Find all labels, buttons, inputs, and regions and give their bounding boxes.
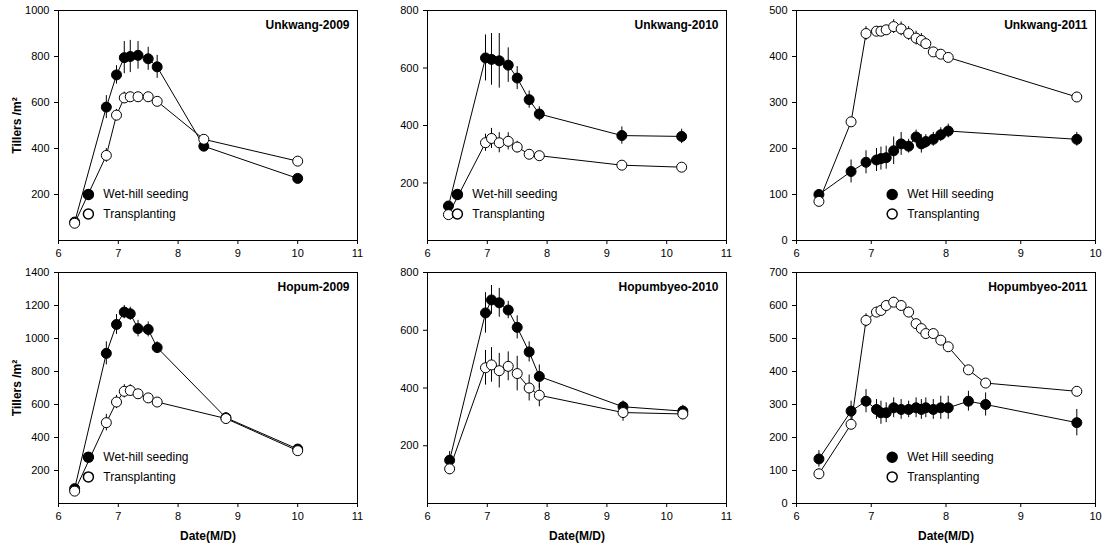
- svg-text:200: 200: [769, 431, 787, 443]
- svg-text:400: 400: [31, 431, 49, 443]
- svg-text:Wet-hill seeding: Wet-hill seeding: [103, 187, 188, 201]
- svg-text:9: 9: [604, 247, 610, 259]
- svg-text:9: 9: [604, 510, 610, 522]
- svg-text:7: 7: [868, 510, 874, 522]
- svg-text:11: 11: [721, 247, 732, 259]
- svg-text:7: 7: [484, 510, 490, 522]
- svg-text:6: 6: [55, 510, 61, 522]
- svg-text:800: 800: [31, 50, 49, 62]
- svg-text:Transplanting: Transplanting: [103, 207, 175, 221]
- svg-text:10: 10: [1089, 247, 1101, 259]
- svg-text:6: 6: [424, 247, 430, 259]
- svg-text:Unkwang-2009: Unkwang-2009: [265, 18, 349, 32]
- svg-text:Transplanting: Transplanting: [472, 207, 544, 221]
- svg-text:Wet-hill seeding: Wet-hill seeding: [103, 450, 188, 464]
- svg-text:Date(M/D): Date(M/D): [549, 529, 605, 543]
- svg-text:600: 600: [400, 324, 418, 336]
- svg-text:6: 6: [55, 247, 61, 259]
- svg-text:Tillers /m²: Tillers /m²: [10, 360, 24, 416]
- svg-text:400: 400: [769, 50, 787, 62]
- svg-text:Unkwang-2011: Unkwang-2011: [1004, 18, 1088, 32]
- svg-text:200: 200: [400, 439, 418, 451]
- svg-text:0: 0: [781, 234, 787, 246]
- svg-text:7: 7: [484, 247, 490, 259]
- svg-text:400: 400: [400, 382, 418, 394]
- svg-text:100: 100: [769, 464, 787, 476]
- svg-text:10: 10: [661, 510, 673, 522]
- svg-text:9: 9: [1018, 510, 1024, 522]
- svg-text:200: 200: [31, 188, 49, 200]
- svg-text:0: 0: [781, 497, 787, 509]
- svg-text:Date(M/D): Date(M/D): [180, 529, 236, 543]
- svg-text:800: 800: [31, 365, 49, 377]
- svg-text:200: 200: [31, 464, 49, 476]
- svg-text:11: 11: [352, 510, 363, 522]
- svg-text:11: 11: [721, 510, 732, 522]
- svg-text:100: 100: [769, 188, 787, 200]
- svg-text:6: 6: [793, 510, 799, 522]
- svg-text:700: 700: [769, 266, 787, 278]
- svg-text:600: 600: [31, 398, 49, 410]
- svg-text:300: 300: [769, 398, 787, 410]
- svg-text:1000: 1000: [25, 332, 49, 344]
- svg-text:600: 600: [31, 96, 49, 108]
- svg-text:600: 600: [400, 62, 418, 74]
- svg-text:800: 800: [400, 266, 418, 278]
- svg-text:400: 400: [400, 119, 418, 131]
- svg-text:7: 7: [868, 247, 874, 259]
- svg-text:8: 8: [175, 510, 181, 522]
- svg-text:Hopum-2009: Hopum-2009: [277, 280, 349, 294]
- svg-text:400: 400: [31, 142, 49, 154]
- svg-text:10: 10: [292, 510, 304, 522]
- svg-text:1200: 1200: [25, 299, 49, 311]
- svg-text:7: 7: [115, 247, 121, 259]
- svg-text:Transplanting: Transplanting: [907, 470, 979, 484]
- svg-text:11: 11: [352, 247, 363, 259]
- svg-text:8: 8: [943, 510, 949, 522]
- svg-text:10: 10: [661, 247, 673, 259]
- svg-text:Transplanting: Transplanting: [907, 207, 979, 221]
- svg-text:6: 6: [793, 247, 799, 259]
- svg-text:Hopumbyeo-2011: Hopumbyeo-2011: [988, 280, 1088, 294]
- svg-text:400: 400: [769, 365, 787, 377]
- svg-text:200: 200: [769, 142, 787, 154]
- svg-text:600: 600: [769, 299, 787, 311]
- svg-text:500: 500: [769, 332, 787, 344]
- svg-text:1400: 1400: [25, 266, 49, 278]
- svg-text:8: 8: [943, 247, 949, 259]
- svg-text:Unkwang-2010: Unkwang-2010: [634, 18, 718, 32]
- svg-text:Transplanting: Transplanting: [103, 470, 175, 484]
- svg-text:9: 9: [235, 510, 241, 522]
- svg-text:300: 300: [769, 96, 787, 108]
- svg-text:500: 500: [769, 4, 787, 16]
- svg-text:Date(M/D): Date(M/D): [918, 529, 974, 543]
- svg-text:Wet Hill seeding: Wet Hill seeding: [907, 187, 993, 201]
- svg-text:10: 10: [292, 247, 304, 259]
- svg-text:200: 200: [400, 177, 418, 189]
- svg-text:10: 10: [1089, 510, 1101, 522]
- svg-text:8: 8: [544, 510, 550, 522]
- svg-text:8: 8: [544, 247, 550, 259]
- svg-text:6: 6: [424, 510, 430, 522]
- svg-text:Wet Hill seeding: Wet Hill seeding: [907, 450, 993, 464]
- svg-text:Hopumbyeo-2010: Hopumbyeo-2010: [618, 280, 718, 294]
- svg-text:800: 800: [400, 4, 418, 16]
- svg-text:9: 9: [1018, 247, 1024, 259]
- svg-text:1000: 1000: [25, 4, 49, 16]
- svg-text:9: 9: [235, 247, 241, 259]
- svg-text:8: 8: [175, 247, 181, 259]
- svg-text:7: 7: [115, 510, 121, 522]
- svg-text:Wet-hill seeding: Wet-hill seeding: [472, 187, 557, 201]
- svg-text:Tillers /m²: Tillers /m²: [10, 97, 24, 153]
